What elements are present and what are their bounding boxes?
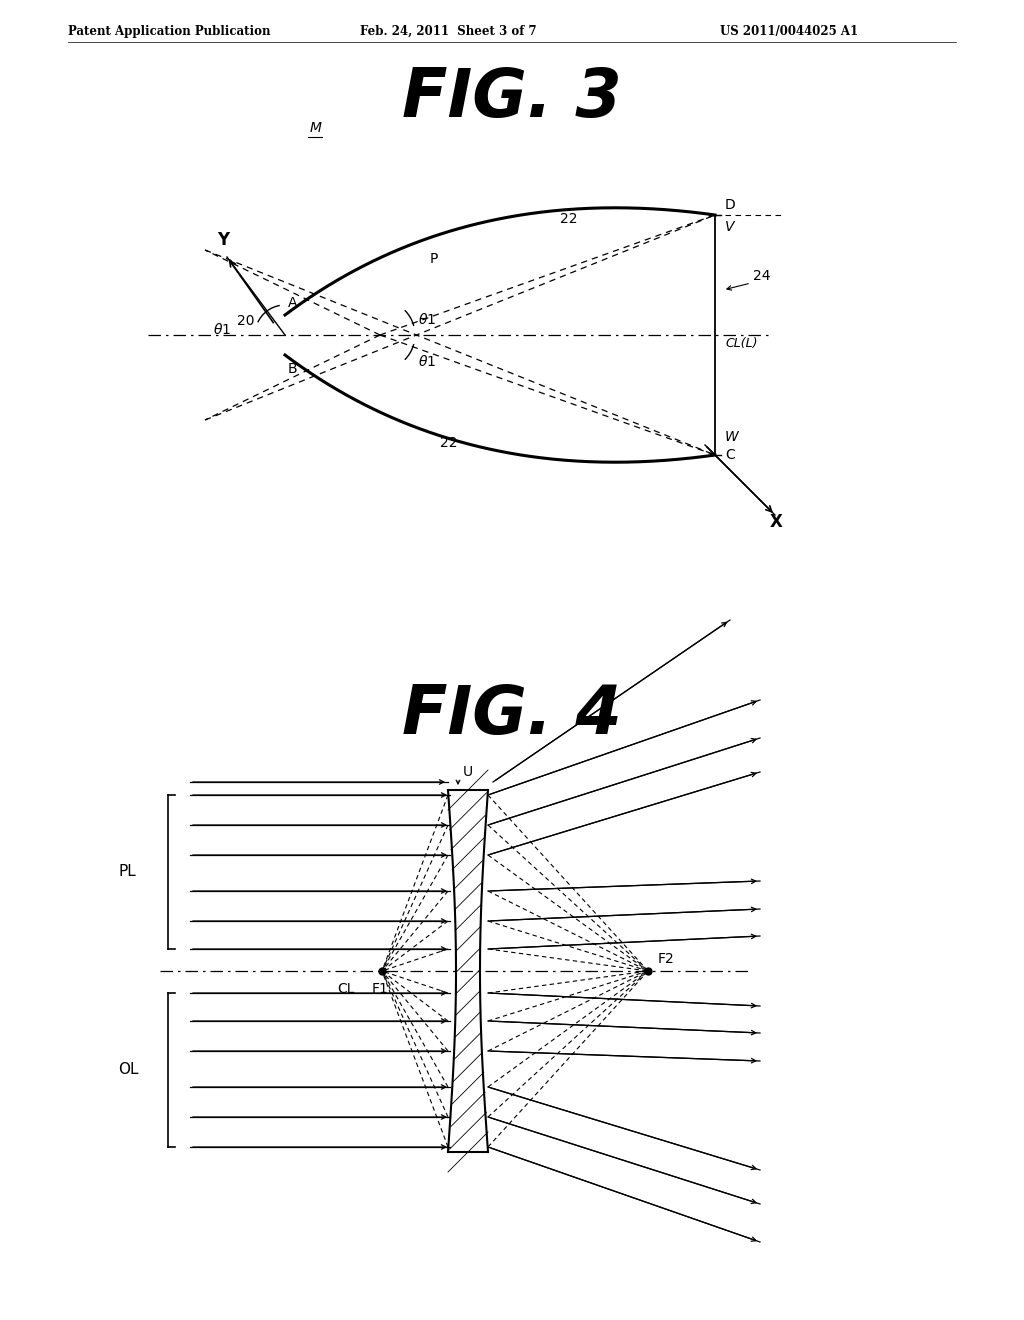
Text: CL: CL — [337, 982, 354, 997]
Text: V: V — [725, 220, 734, 234]
Text: Feb. 24, 2011  Sheet 3 of 7: Feb. 24, 2011 Sheet 3 of 7 — [360, 25, 537, 38]
Text: PL: PL — [118, 865, 136, 879]
Text: $\theta$1: $\theta$1 — [418, 312, 436, 326]
Text: F2: F2 — [658, 952, 675, 966]
Text: B: B — [288, 362, 298, 376]
Text: D: D — [725, 198, 736, 213]
Text: A: A — [288, 296, 298, 310]
Text: 22: 22 — [440, 436, 458, 450]
Text: C: C — [725, 447, 735, 462]
Text: U: U — [463, 766, 473, 779]
Text: OL: OL — [118, 1063, 138, 1077]
Text: Y: Y — [217, 231, 229, 249]
Text: W: W — [725, 430, 738, 444]
Text: 24: 24 — [753, 269, 770, 282]
Text: FIG. 4: FIG. 4 — [402, 682, 622, 748]
Text: M: M — [310, 121, 322, 135]
Text: Patent Application Publication: Patent Application Publication — [68, 25, 270, 38]
Text: 20: 20 — [237, 314, 255, 327]
Text: $\theta$1: $\theta$1 — [418, 354, 436, 368]
Text: CL(L): CL(L) — [725, 337, 758, 350]
Text: 22: 22 — [560, 213, 578, 226]
Text: US 2011/0044025 A1: US 2011/0044025 A1 — [720, 25, 858, 38]
Text: FIG. 3: FIG. 3 — [402, 65, 622, 131]
Text: $\theta$1: $\theta$1 — [213, 322, 231, 338]
Text: X: X — [770, 513, 783, 531]
Text: F1: F1 — [372, 982, 388, 997]
Text: P: P — [430, 252, 438, 267]
